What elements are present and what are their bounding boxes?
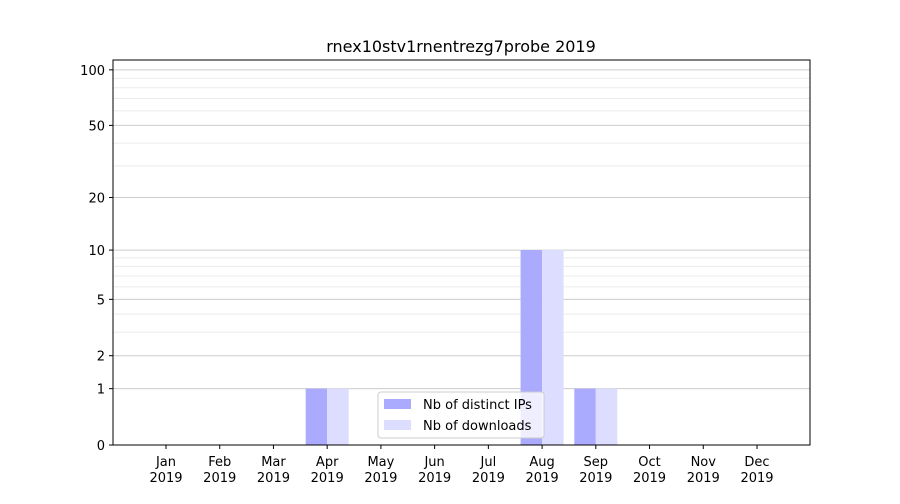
x-tick-label-line: 2019 <box>633 471 666 486</box>
x-tick-label: Sep 2019 <box>579 455 612 486</box>
legend-label: Nb of distinct IPs <box>423 398 532 413</box>
x-tick-label-line: 2019 <box>472 471 505 486</box>
legend: Nb of distinct IPs Nb of downloads <box>377 391 545 439</box>
plot-frame <box>112 59 811 446</box>
x-tick-label-line: Jan <box>155 455 176 470</box>
x-tick-label-line: Sep <box>584 455 609 470</box>
x-tick-label: Mar 2019 <box>257 455 290 486</box>
legend-swatch <box>384 399 411 409</box>
x-tick-label-line: 2019 <box>740 471 773 486</box>
legend-box <box>377 391 545 439</box>
x-tick-label: Jun 2019 <box>418 455 451 486</box>
x-tick-label: Jan 2019 <box>149 455 182 486</box>
x-tick-label-line: Jun <box>423 455 444 470</box>
x-tick-label-line: 2019 <box>257 471 290 486</box>
y-tick-label: 10 <box>88 244 105 259</box>
x-tick-label: Nov 2019 <box>687 455 720 486</box>
x-tick-label: May 2019 <box>364 455 397 486</box>
y-tick-label: 50 <box>88 119 105 134</box>
x-tick-label-line: Oct <box>638 455 660 470</box>
x-tick-label-line: Mar <box>261 455 286 470</box>
x-tick-label: Apr 2019 <box>311 455 344 486</box>
y-tick-label: 100 <box>80 64 105 79</box>
x-tick-label-line: Apr <box>316 455 339 470</box>
x-tick-label: Dec 2019 <box>740 455 773 486</box>
chart-title: rnex10stv1rnentrezg7probe 2019 <box>326 37 596 56</box>
bar-nb-of-distinct-ips <box>574 388 596 445</box>
x-tick-label-line: Nov <box>691 455 717 470</box>
legend-label: Nb of downloads <box>423 419 532 434</box>
x-tick-label: Oct 2019 <box>633 455 666 486</box>
x-tick-label-line: 2019 <box>311 471 344 486</box>
x-tick-label-line: 2019 <box>687 471 720 486</box>
legend-swatch <box>384 420 411 430</box>
x-tick-label-line: 2019 <box>418 471 451 486</box>
x-tick-label: Aug 2019 <box>526 455 559 486</box>
y-tick-label: 0 <box>97 439 105 454</box>
x-tick-label-line: 2019 <box>203 471 236 486</box>
bar-nb-of-downloads <box>542 250 564 445</box>
x-tick-label-line: Aug <box>529 455 554 470</box>
x-tick-label-line: Feb <box>208 455 231 470</box>
x-tick-label: Jul 2019 <box>472 455 505 486</box>
x-tick-label-line: Dec <box>744 455 769 470</box>
x-tick-label-line: 2019 <box>149 471 182 486</box>
y-tick-label: 2 <box>97 350 105 365</box>
bar-nb-of-downloads <box>327 388 349 445</box>
y-tick-label: 1 <box>97 383 105 398</box>
x-tick-label-line: 2019 <box>526 471 559 486</box>
x-tick-label-line: May <box>367 455 394 470</box>
x-tick-label-line: 2019 <box>364 471 397 486</box>
y-tick-label: 5 <box>97 293 105 308</box>
x-tick-label-line: Jul <box>480 455 497 470</box>
x-tick-label-line: 2019 <box>579 471 612 486</box>
x-tick-label: Feb 2019 <box>203 455 236 486</box>
y-tick-label: 20 <box>88 192 105 207</box>
bar-nb-of-distinct-ips <box>305 388 328 445</box>
bar-nb-of-downloads <box>595 388 618 445</box>
